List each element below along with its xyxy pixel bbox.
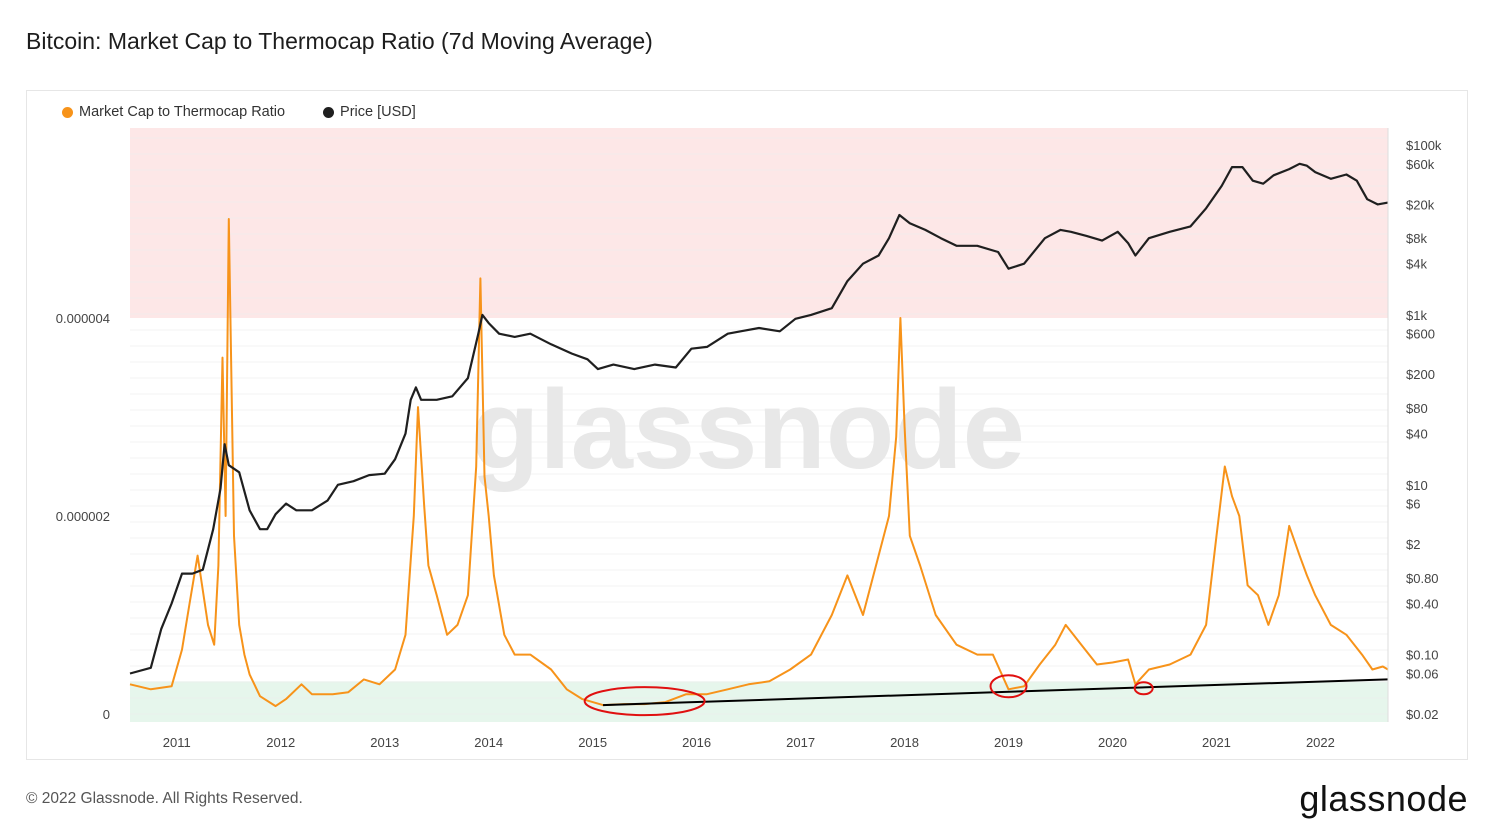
x-tick-label: 2021 — [1202, 735, 1231, 750]
y-right-tick-label: $600 — [1406, 327, 1435, 342]
y-right-tick-label: $0.80 — [1406, 571, 1439, 586]
y-left-tick-label: 0.000004 — [56, 311, 110, 326]
y-right-tick-label: $0.40 — [1406, 596, 1439, 611]
y-left-tick-label: 0.000002 — [56, 509, 110, 524]
legend-label-ratio: Market Cap to Thermocap Ratio — [79, 104, 286, 120]
y-right-tick-label: $0.10 — [1406, 648, 1439, 663]
x-tick-label: 2013 — [370, 735, 399, 750]
x-tick-label: 2011 — [163, 735, 191, 750]
y-left-tick-label: 0 — [103, 707, 110, 722]
y-right-tick-label: $2 — [1406, 537, 1420, 552]
y-right-tick-label: $20k — [1406, 197, 1435, 212]
y-right-tick-label: $6 — [1406, 497, 1420, 512]
x-tick-label: 2014 — [474, 735, 503, 750]
band-undervalued — [130, 681, 1388, 722]
watermark: glassnode — [471, 367, 1025, 492]
y-right-tick-label: $60k — [1406, 157, 1435, 172]
ratio-series-line — [129, 218, 1389, 708]
legend: Market Cap to Thermocap Ratio Price [USD… — [62, 104, 416, 120]
x-tick-label: 2020 — [1098, 735, 1127, 750]
y-right-tick-label: $200 — [1406, 367, 1435, 382]
brand-logo: glassnode — [1299, 778, 1468, 819]
highlight-ellipse — [583, 686, 706, 717]
y-right-tick-label: $1k — [1406, 308, 1427, 323]
x-tick-label: 2015 — [578, 735, 607, 750]
legend-label-price: Price [USD] — [340, 104, 416, 120]
y-right-tick-label: $80 — [1406, 401, 1428, 416]
legend-item-price[interactable]: Price [USD] — [323, 104, 416, 120]
x-tick-label: 2022 — [1306, 735, 1335, 750]
chart-frame — [26, 90, 1468, 760]
y-right-tick-label: $40 — [1406, 427, 1428, 442]
x-tick-label: 2018 — [890, 735, 919, 750]
page-title: Bitcoin: Market Cap to Thermocap Ratio (… — [26, 28, 653, 54]
x-tick-label: 2016 — [682, 735, 711, 750]
legend-dot-ratio — [62, 106, 73, 118]
y-right-tick-label: $0.02 — [1406, 707, 1439, 722]
y-right-tick-label: $0.06 — [1406, 666, 1439, 681]
copyright-footer: © 2022 Glassnode. All Rights Reserved. — [26, 790, 303, 807]
y-right-tick-label: $10 — [1406, 478, 1428, 493]
x-tick-label: 2017 — [786, 735, 815, 750]
price-series-line — [129, 162, 1389, 675]
x-tick-label: 2019 — [994, 735, 1023, 750]
band-overvalued — [130, 128, 1388, 318]
legend-dot-price — [323, 106, 335, 118]
highlight-ellipse — [1133, 681, 1154, 696]
legend-item-ratio[interactable]: Market Cap to Thermocap Ratio — [62, 104, 285, 120]
x-tick-label: 2012 — [266, 735, 295, 750]
highlight-ellipse — [989, 674, 1028, 699]
support-trendline — [603, 678, 1389, 707]
y-right-tick-label: $4k — [1406, 257, 1427, 272]
y-right-tick-label: $8k — [1406, 231, 1427, 246]
y-right-tick-label: $100k — [1406, 138, 1442, 153]
